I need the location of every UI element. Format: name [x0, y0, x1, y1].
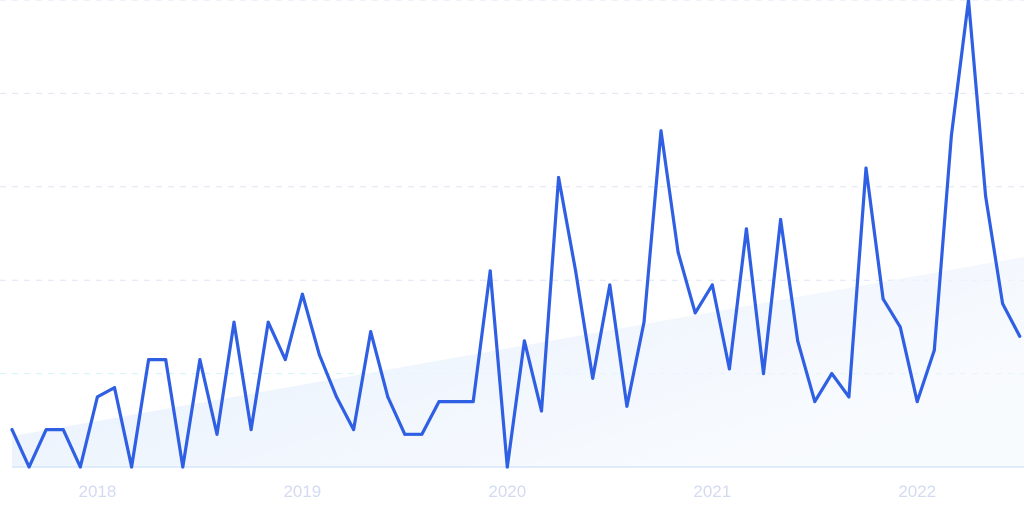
data-point [147, 358, 151, 362]
data-point [403, 432, 407, 436]
data-point [813, 400, 817, 404]
data-point [249, 428, 253, 432]
data-point [625, 404, 629, 408]
data-point [300, 292, 304, 296]
data-point [642, 320, 646, 324]
data-point [779, 217, 783, 221]
data-point [1001, 302, 1005, 306]
data-point [881, 297, 885, 301]
data-point [864, 166, 868, 170]
data-point [608, 283, 612, 287]
data-point [335, 395, 339, 399]
x-axis-ticks: 2018 2019 2020 2021 2022 [78, 482, 936, 501]
data-point [915, 400, 919, 404]
data-point [352, 428, 356, 432]
data-point [966, 0, 970, 2]
data-point [505, 465, 509, 469]
series-line [10, 0, 1022, 469]
data-point [112, 386, 116, 390]
data-point [95, 395, 99, 399]
data-point [830, 372, 834, 376]
data-point [369, 330, 373, 334]
data-point [847, 395, 851, 399]
data-point [949, 133, 953, 137]
data-point [283, 358, 287, 362]
data-point [181, 465, 185, 469]
data-point [574, 269, 578, 273]
data-point [27, 465, 31, 469]
data-point [557, 175, 561, 179]
data-point [44, 428, 48, 432]
data-point [591, 376, 595, 380]
data-point [1018, 334, 1022, 338]
data-point [232, 320, 236, 324]
data-point [744, 227, 748, 231]
data-point [898, 325, 902, 329]
data-point [317, 353, 321, 357]
data-point [676, 250, 680, 254]
data-point [215, 432, 219, 436]
data-point [437, 400, 441, 404]
trend-area [12, 256, 1024, 467]
data-point [693, 311, 697, 315]
x-tick-label: 2020 [488, 482, 526, 501]
data-point [762, 372, 766, 376]
data-point [420, 432, 424, 436]
data-point [454, 400, 458, 404]
data-point [659, 129, 663, 133]
data-point [710, 283, 714, 287]
data-point [266, 320, 270, 324]
x-tick-label: 2022 [898, 482, 936, 501]
data-point [130, 465, 134, 469]
data-point [61, 428, 65, 432]
data-point [78, 465, 82, 469]
data-point [796, 339, 800, 343]
data-point [984, 194, 988, 198]
data-point [727, 367, 731, 371]
data-point [932, 348, 936, 352]
data-point [386, 395, 390, 399]
data-point [522, 339, 526, 343]
x-tick-label: 2018 [78, 482, 116, 501]
data-point [10, 428, 14, 432]
data-point [198, 358, 202, 362]
data-point [164, 358, 168, 362]
data-point [539, 409, 543, 413]
x-tick-label: 2021 [693, 482, 731, 501]
data-point [471, 400, 475, 404]
data-point [488, 269, 492, 273]
data-points [10, 0, 1022, 469]
x-tick-label: 2019 [283, 482, 321, 501]
